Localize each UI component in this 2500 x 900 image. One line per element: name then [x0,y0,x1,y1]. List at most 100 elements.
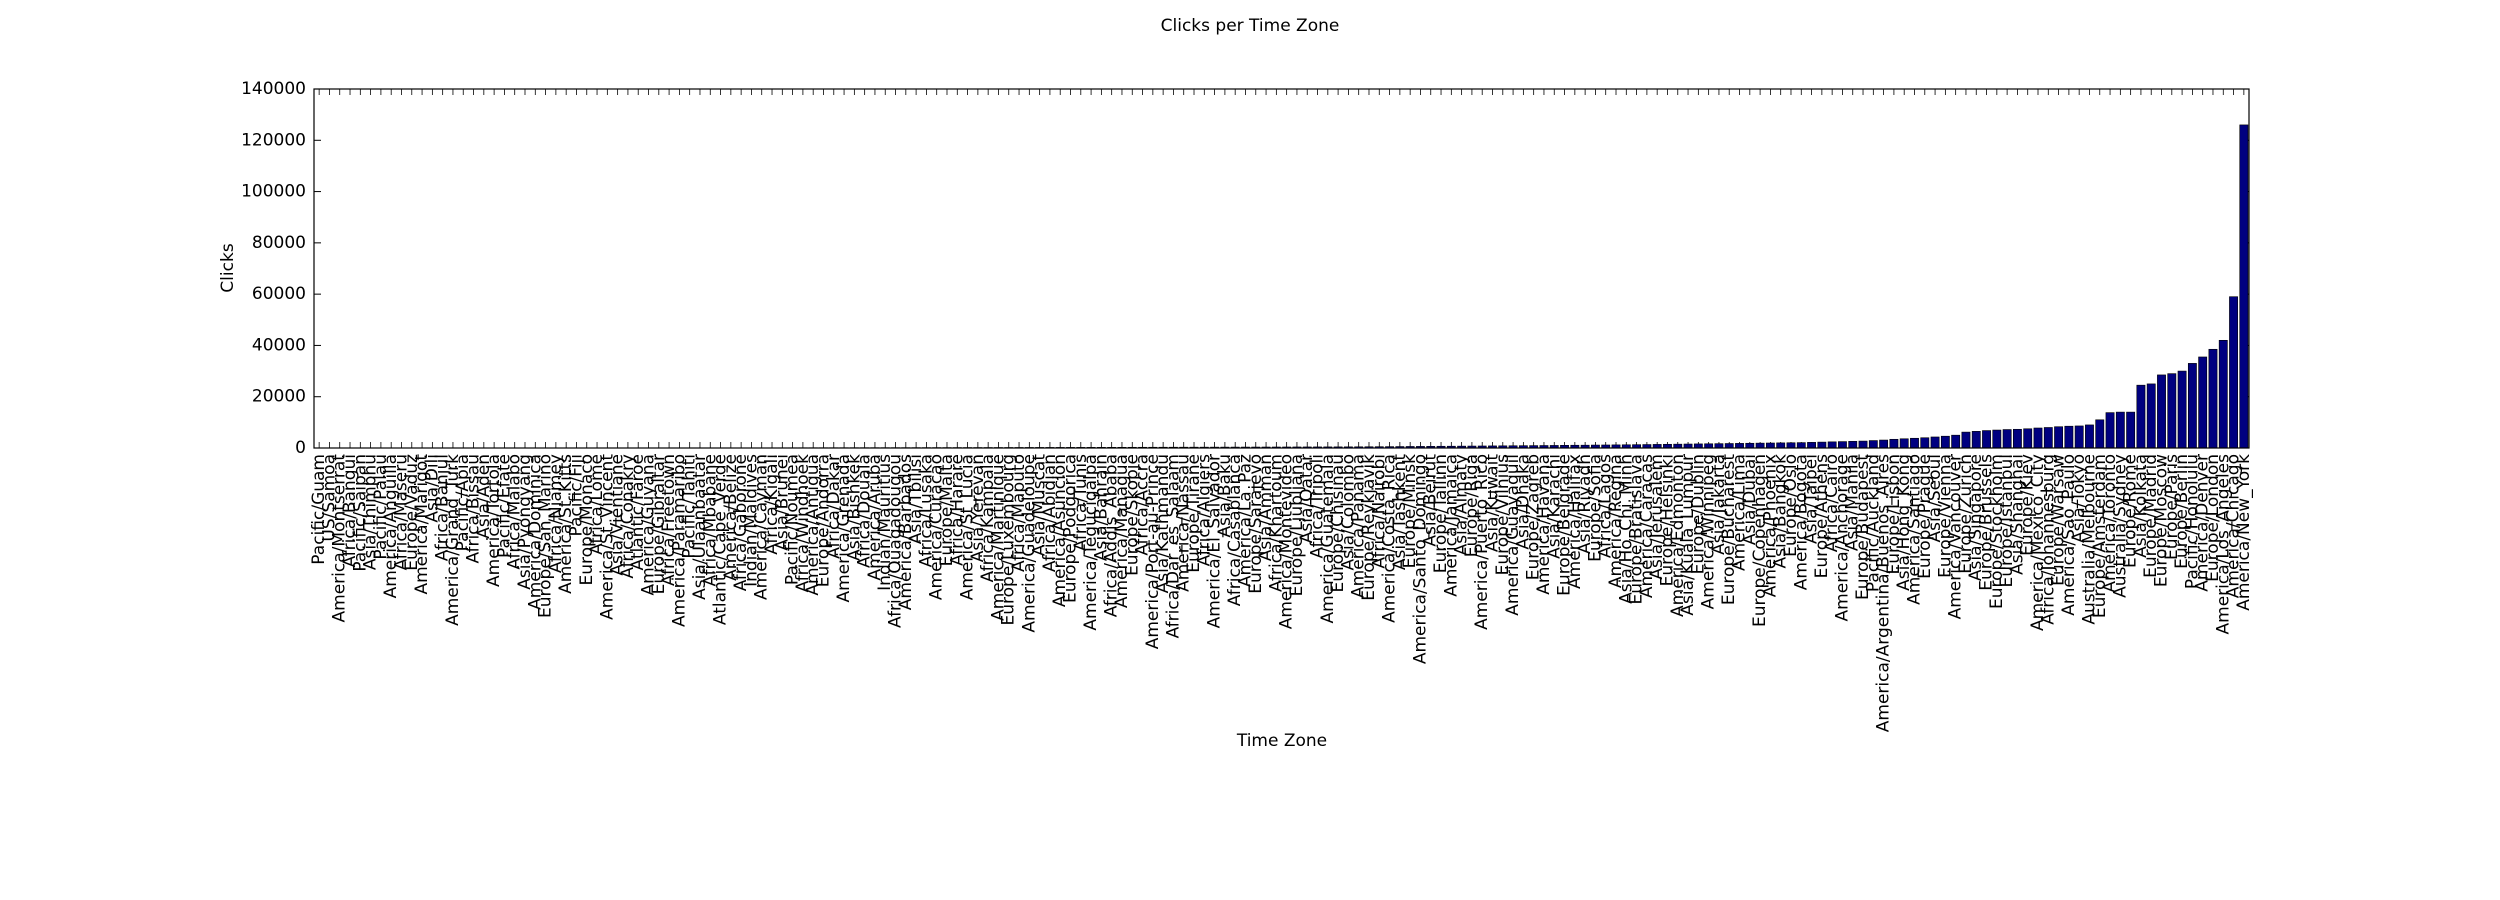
bar [1889,438,1899,449]
x-tick-label: Africa/Lusaka [916,454,936,567]
x-tick-label: Europe/Kiev [2018,454,2038,556]
x-tick-label: America/Puerto_Rico [1472,454,1492,630]
bar [1735,443,1744,449]
x-tick-label: America/Guyana [639,454,659,595]
y-tick-label: 80000 [252,233,306,253]
x-tick-label: Europe/Madrid [2141,454,2161,578]
x-tick-label: America/Asuncion [1050,454,1070,607]
bar [1910,437,1919,449]
bar [1951,434,1961,449]
x-tick-label: Pacific/Fiji [566,454,586,536]
bar [2074,425,2084,449]
x-tick-label: Asia/Ulaanbaatar [690,454,710,600]
x-tick-label: Europe/Bucharest [1719,454,1739,605]
x-tick-label: America/Jamaica [1441,454,1461,597]
x-tick-label: Pacific/Palau [371,454,391,560]
x-tick-label: Europe/Paris [2162,454,2182,560]
x-tick-label: Pacific/Efate [494,454,514,558]
bar [2177,370,2187,449]
x-tick-label: Europe/Monaco [577,454,597,586]
x-tick-label: America/Belize [721,454,741,581]
bar [2002,429,2012,449]
x-tick-label: Asia/Ho_Chi_Minh [1616,454,1636,604]
x-tick-label: Africa/Lagos [1596,454,1616,558]
x-tick-label: Asia/Colombo [1338,454,1358,571]
x-tick-label: Africa/Accra [1133,454,1153,556]
x-tick-label: America/La_Paz [1235,454,1255,587]
x-tick-label: Africa/Addis_Ababa [1102,454,1122,617]
x-tick-label: Asia/Beirut [1421,454,1441,547]
x-tick-label: Europe/Skopje [1122,454,1142,576]
y-tick-label: 40000 [252,335,306,355]
bar [1940,435,1950,449]
x-tick-label: Africa/Bangui [340,454,360,567]
x-tick-label: Europe/Brussels [1977,454,1997,591]
x-tick-label: America/Grand_Turk [443,454,463,626]
bar [2105,412,2115,449]
x-tick-label: Asia/Pyongyang [515,454,535,590]
x-tick-label: Africa/Cairo [1822,454,1842,552]
bar [2146,383,2156,449]
x-tick-label: Pacific/Saipan [350,454,370,572]
x-tick-label: Asia/Bangkok [1771,454,1791,569]
x-tick-label: America/Edmonton [1668,454,1688,617]
x-tick-label: America/Lima [1730,454,1750,571]
x-tick-label: Europe/Reykjavik [1359,454,1379,601]
x-tick-label: America/Montevideo [1277,454,1297,629]
x-tick-label: Europe/Istanbul [1997,454,2017,588]
x-tick-label: America/Sao_Paulo [2059,454,2079,616]
x-tick-label: America/Caracas [1637,454,1657,598]
x-tick-label: America/St_Vincent [597,454,617,620]
bar [1817,441,1827,449]
x-tick-label: Europe/Zagreb [1524,454,1544,580]
x-tick-label: Asia/Muscat [1030,454,1050,556]
x-tick-label: Pacific/Auckland [1863,454,1883,592]
x-tick-label: America/Tegucigalpa [1081,454,1101,631]
x-tick-label: Africa/Bissau [464,454,484,564]
x-tick-label: Asia/Manila [1843,454,1863,551]
x-tick-label: Europe/Luxembourg [999,454,1019,625]
y-tick-label: 20000 [252,387,306,407]
x-tick-label: America/Guatemala [1318,454,1338,623]
x-tick-label: Asia/Bishkek [844,454,864,561]
x-tick-label: America/Curacao [927,454,947,600]
x-tick-label: Europe/Amsterdam [2090,454,2110,618]
x-tick-label: America/Los_Angeles [2213,454,2233,635]
bar [1827,441,1837,449]
x-tick-label: America/Dominica [525,454,545,610]
x-tick-label: Africa/Tunis [1071,454,1091,551]
x-axis-label: Time Zone [1236,731,1327,751]
x-tick-label: Africa/Mbabane [700,454,720,587]
x-tick-label: Africa/Johannesburg [2038,454,2058,625]
x-tick-label: America/Nassau [1174,454,1194,592]
x-tick-label: Asia/Tokyo [2069,454,2089,543]
bar [2054,426,2064,449]
x-tick-label: Asia/Kuwait [1482,454,1502,552]
x-tick-label: Asia/Jakarta [1709,454,1729,555]
x-tick-label: Europe/Tallinn [1431,454,1451,573]
bar [1724,443,1734,449]
x-tick-label: Africa/Lome [587,454,607,555]
bar [1899,438,1909,449]
x-tick-label: Europe/Prague [1915,454,1935,579]
bar [1745,442,1755,449]
x-tick-label: Europe/Oslo [1781,454,1801,557]
x-tick-label: Africa/Freetown [659,454,679,586]
x-tick-label: Africa/Tripoli [1308,454,1328,558]
x-tick-label: America/Mexico_City [2028,454,2048,631]
x-tick-label: Indian/Maldives [741,454,761,587]
x-tick-label: Europe/Budapest [1853,454,1873,600]
x-tick-label: Asia/Seoul [1925,454,1945,543]
x-tick-label: Africa/Maputo [1009,454,1029,572]
x-tick-label: America/Cayman [752,454,772,600]
x-tick-label: Africa/Dakar [824,454,844,559]
x-tick-label: Pacific/Noumea [783,454,803,585]
x-tick-label: America/Managua [1112,454,1132,608]
bar [2198,356,2208,449]
bar [2126,411,2136,449]
bar [1879,439,1889,449]
bar [2085,424,2094,449]
bar [1848,441,1858,449]
x-tick-label: Europe/Ljubljana [1287,454,1307,596]
x-tick-label: Atlantic/Faroe [628,454,648,571]
